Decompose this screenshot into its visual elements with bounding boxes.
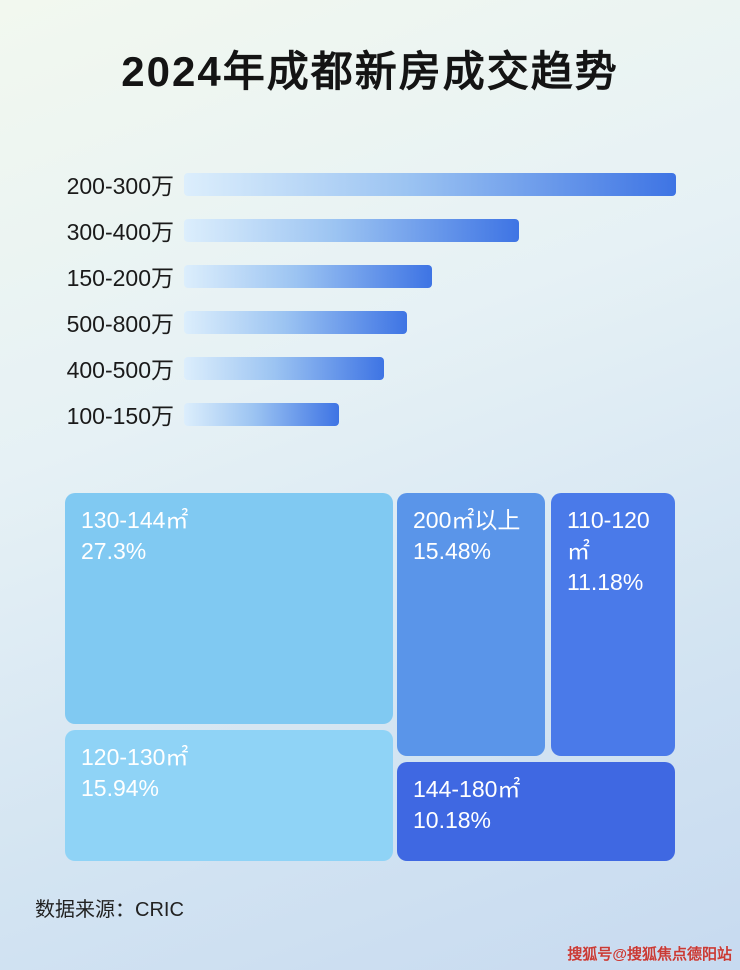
- treemap-block: 144-180㎡ 10.18%: [397, 762, 675, 861]
- bar-category-label: 100-150万: [66, 403, 174, 429]
- bar-track: [184, 264, 676, 288]
- treemap-chart: 130-144㎡ 27.3% 120-130㎡ 15.94% 200㎡以上 15…: [65, 493, 675, 861]
- treemap-value: 15.48%: [413, 538, 492, 565]
- bar: [184, 264, 433, 288]
- bar-category-label: 300-400万: [66, 219, 174, 245]
- bar-category-label: 400-500万: [66, 357, 174, 383]
- bar-track: [184, 310, 676, 334]
- bar-row: 100-150万: [52, 391, 740, 437]
- page-title: 2024年成都新房成交趋势: [121, 48, 619, 95]
- bar-category-label: 200-300万: [66, 173, 174, 199]
- bar-track: [184, 402, 676, 426]
- treemap-value: 27.3%: [81, 538, 147, 565]
- treemap-label: 120-130㎡: [81, 744, 189, 770]
- treemap-label: 200㎡以上: [413, 507, 521, 533]
- treemap-block: 110-120㎡ 11.18%: [551, 493, 675, 756]
- bar-category-label: 500-800万: [66, 311, 174, 337]
- bar-row: 500-800万: [52, 299, 740, 345]
- bar-row: 400-500万: [52, 345, 740, 391]
- bar-row: 150-200万: [52, 253, 740, 299]
- treemap-block: 130-144㎡ 27.3%: [65, 493, 393, 724]
- bar-track: [184, 172, 676, 196]
- treemap-label: 110-120㎡: [567, 507, 650, 565]
- treemap-label: 130-144㎡: [81, 507, 189, 533]
- treemap-value: 15.94%: [81, 775, 160, 802]
- bar: [184, 402, 339, 426]
- bar-track: [184, 218, 676, 242]
- data-source-label: 数据来源：CRIC: [35, 899, 184, 921]
- bar-track: [184, 356, 676, 380]
- bar-row: 200-300万: [52, 161, 740, 207]
- bar-row: 300-400万: [52, 207, 740, 253]
- treemap-value: 11.18%: [567, 569, 644, 596]
- bar: [184, 356, 384, 380]
- treemap-label: 144-180㎡: [413, 776, 521, 802]
- treemap-block: 200㎡以上 15.48%: [397, 493, 545, 756]
- treemap-block: 120-130㎡ 15.94%: [65, 730, 393, 861]
- bar-chart: 200-300万 300-400万 150-200万 500-800万 400-…: [52, 161, 740, 437]
- bar: [184, 218, 519, 242]
- bar-category-label: 150-200万: [66, 265, 174, 291]
- watermark: 搜狐号@搜狐焦点德阳站: [567, 946, 732, 963]
- treemap-value: 10.18%: [413, 807, 492, 834]
- bar: [184, 310, 408, 334]
- bar: [184, 172, 676, 196]
